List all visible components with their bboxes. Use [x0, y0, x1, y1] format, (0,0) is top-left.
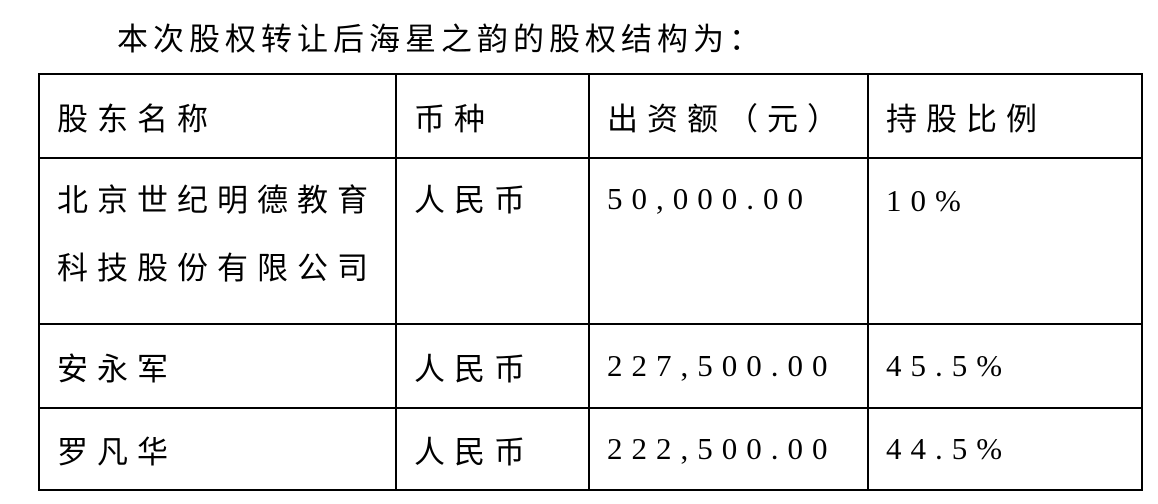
table-row: 罗凡华 人民币 222,500.00 44.5% — [38, 407, 1143, 491]
cell-amount: 227,500.00 — [588, 323, 869, 409]
cell-shareholder: 罗凡华 — [38, 407, 397, 491]
table-row: 北京世纪明德教育科技股份有限公司 人民币 50,000.00 10% — [38, 157, 1143, 325]
cell-currency: 人民币 — [395, 407, 590, 491]
header-currency: 币种 — [395, 73, 590, 159]
intro-text: 本次股权转让后海星之韵的股权结构为： — [117, 22, 765, 57]
cell-shareholder: 安永军 — [38, 323, 397, 409]
cell-shareholder: 北京世纪明德教育科技股份有限公司 — [38, 157, 397, 325]
table-row: 安永军 人民币 227,500.00 45.5% — [38, 323, 1143, 409]
cell-ratio: 10% — [867, 157, 1143, 325]
header-shareholder-name: 股东名称 — [38, 73, 397, 159]
equity-structure-table: 股东名称 币种 出资额（元） 持股比例 北京世纪明德教育科技股份有限公司 人民币… — [38, 73, 1143, 491]
cell-ratio: 45.5% — [867, 323, 1143, 409]
cell-currency: 人民币 — [395, 157, 590, 325]
cell-ratio: 44.5% — [867, 407, 1143, 491]
cell-currency: 人民币 — [395, 323, 590, 409]
cell-amount: 50,000.00 — [588, 157, 869, 325]
header-capital-contribution: 出资额（元） — [588, 73, 869, 159]
header-shareholding-ratio: 持股比例 — [867, 73, 1143, 159]
table-header-row: 股东名称 币种 出资额（元） 持股比例 — [38, 73, 1143, 159]
cell-amount: 222,500.00 — [588, 407, 869, 491]
